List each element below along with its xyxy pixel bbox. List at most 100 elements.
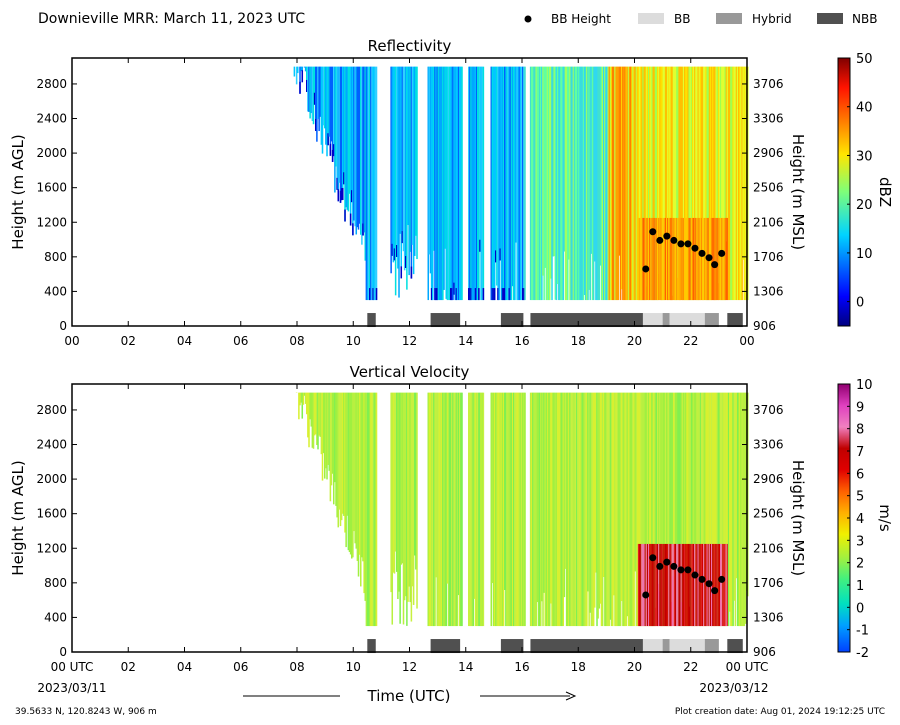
- heatmap-layer: [720, 217, 722, 301]
- heatmap-column: [493, 392, 496, 627]
- heatmap-column: [568, 66, 570, 260]
- heatmap-column: [347, 392, 350, 551]
- heatmap-layer: [640, 543, 642, 627]
- heatmap-column: [469, 392, 471, 627]
- heatmap-column: [672, 392, 675, 577]
- heatmap-column: [587, 392, 589, 592]
- heatmap-layer: [653, 543, 656, 627]
- heatmap-edge: [342, 187, 344, 200]
- heatmap-column: [680, 392, 683, 627]
- bb-height-series: [642, 228, 726, 273]
- heatmap-column: [393, 66, 396, 261]
- bb-height-point: [711, 261, 719, 269]
- heatmap-layer: [690, 543, 693, 627]
- heatmap-layer: [676, 543, 678, 627]
- heatmap-column: [690, 66, 693, 301]
- heatmap-column: [580, 66, 583, 301]
- heatmap-column: [730, 66, 732, 301]
- heatmap-column: [340, 392, 343, 521]
- heatmap-column: [516, 392, 518, 627]
- heatmap-column: [703, 392, 705, 627]
- heatmap-column: [614, 66, 616, 301]
- colorbar-tick-label: 20: [856, 198, 873, 213]
- heatmap-column: [705, 66, 707, 301]
- y-axis-label: Height (m AGL): [9, 134, 27, 249]
- heatmap-column: [644, 392, 647, 627]
- heatmap-column: [353, 392, 355, 532]
- heatmap-column: [491, 66, 494, 301]
- heatmap-column: [331, 392, 334, 474]
- heatmap-layer: [666, 543, 668, 627]
- heatmap-column: [601, 392, 604, 627]
- heatmap-layer: [686, 217, 688, 301]
- heatmap-column: [664, 66, 667, 272]
- heatmap-column: [621, 66, 623, 290]
- heatmap-column: [609, 66, 612, 301]
- heatmap-column: [645, 66, 648, 301]
- heatmap-column: [497, 66, 499, 301]
- heatmap-column: [522, 392, 524, 627]
- heatmap-column: [673, 66, 676, 301]
- heatmap-column: [340, 66, 343, 201]
- heatmap-column: [312, 392, 315, 449]
- heatmap-column: [542, 66, 544, 276]
- heatmap-column: [596, 392, 598, 627]
- heatmap-edge: [352, 223, 354, 236]
- heatmap-column: [495, 66, 497, 263]
- heatmap-column: [356, 392, 359, 561]
- heatmap-layer: [698, 217, 701, 301]
- heatmap-column: [304, 66, 307, 72]
- heatmap-column: [565, 66, 568, 301]
- bb-height-point: [711, 587, 719, 595]
- heatmap-column: [536, 392, 539, 603]
- heatmap-column: [510, 392, 513, 627]
- heatmap-column: [606, 66, 608, 301]
- heatmap-layer: [725, 217, 728, 301]
- heatmap-column: [436, 392, 439, 627]
- heatmap-column: [371, 66, 373, 301]
- heatmap-column: [612, 392, 614, 627]
- heatmap-layer: [721, 217, 723, 301]
- x-tick-label: 16: [514, 660, 529, 674]
- heatmap-layer: [644, 217, 647, 301]
- heatmap-column: [472, 66, 475, 301]
- heatmap-column: [693, 392, 695, 627]
- heatmap-column: [627, 392, 630, 627]
- heatmap-column: [643, 392, 646, 627]
- heatmap-layer: [720, 543, 722, 627]
- heatmap-layer: [670, 217, 673, 301]
- heatmap-column: [480, 66, 482, 301]
- colorbar-tick-label: 30: [856, 149, 873, 164]
- heatmap-column: [712, 66, 714, 254]
- heatmap-column: [409, 66, 412, 252]
- heatmap-column: [631, 66, 633, 301]
- heatmap-column: [444, 392, 446, 627]
- heatmap-column: [632, 392, 634, 627]
- heatmap-column: [718, 392, 721, 627]
- bb-type-bar-nbb: [500, 639, 524, 654]
- heatmap-column: [293, 66, 296, 77]
- y-tick-label-right: 1706: [753, 576, 784, 590]
- y-tick-label: 0: [59, 645, 67, 659]
- heatmap-column: [471, 392, 473, 627]
- heatmap-column: [577, 392, 579, 627]
- heatmap-column: [666, 66, 668, 249]
- bb-type-bar-nbb: [727, 313, 743, 328]
- heatmap-column: [716, 392, 719, 627]
- heatmap-column: [632, 66, 634, 301]
- heatmap-column: [310, 392, 313, 427]
- heatmap-column: [451, 392, 453, 627]
- heatmap-column: [444, 66, 446, 249]
- heatmap-column: [720, 66, 722, 301]
- colorbar-tick-label: 10: [856, 247, 873, 262]
- heatmap-edge: [396, 245, 398, 258]
- heatmap-layer: [722, 217, 724, 301]
- heatmap-column: [572, 392, 575, 627]
- heatmap-column: [433, 392, 435, 627]
- heatmap-column: [655, 66, 658, 301]
- heatmap-column: [437, 392, 440, 627]
- heatmap-layer: [695, 217, 697, 301]
- heatmap-layer: [684, 217, 686, 301]
- heatmap-column: [733, 66, 736, 301]
- colorbar-tick-label: 4: [856, 512, 864, 527]
